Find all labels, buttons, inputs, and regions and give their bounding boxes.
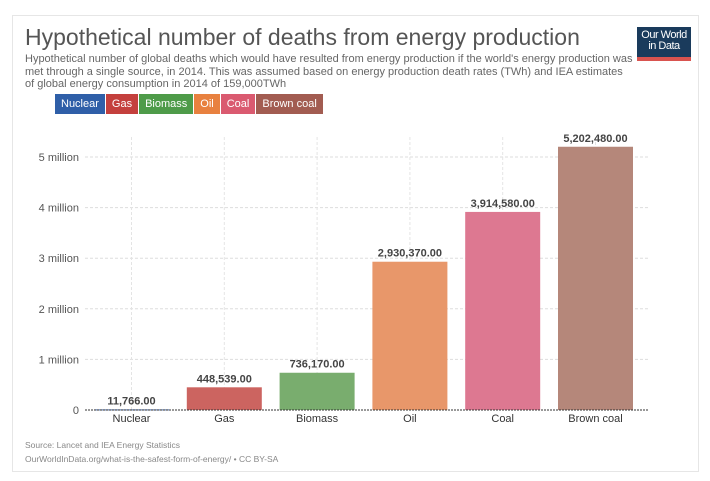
legend: Nuclear Gas Biomass Oil Coal Brown coal [55,94,323,114]
data-label: 448,539.00 [197,373,252,385]
legend-item-biomass[interactable]: Biomass [139,94,194,114]
legend-item-gas[interactable]: Gas [105,94,139,114]
bar-oil [372,261,448,410]
x-tick-label: Brown coal [568,413,622,425]
owid-logo[interactable]: Our World in Data [637,27,691,61]
data-label: 5,202,480.00 [563,133,627,145]
y-tick-label: 5 million [39,152,79,164]
x-tick-label: Biomass [296,413,339,425]
y-tick-label: 2 million [39,304,79,316]
y-tick-label: 0 [73,405,79,417]
source-url[interactable]: OurWorldInData.org/what-is-the-safest-fo… [25,454,279,464]
x-tick-label: Gas [214,413,235,425]
y-tick-label: 1 million [39,354,79,366]
chart-title: Hypothetical number of deaths from energ… [25,24,580,50]
x-tick-label: Oil [403,413,416,425]
bar-coal [465,211,541,410]
data-label: 3,914,580.00 [471,198,535,210]
legend-item-brown-coal[interactable]: Brown coal [256,94,323,114]
data-label: 2,930,370.00 [378,248,442,260]
chart-subtitle: Hypothetical number of global deaths whi… [25,53,633,90]
bar-biomass [279,372,355,410]
x-tick-label: Nuclear [113,413,151,425]
legend-item-coal[interactable]: Coal [220,94,256,114]
legend-item-nuclear[interactable]: Nuclear [55,94,105,114]
legend-item-oil[interactable]: Oil [194,94,220,114]
y-tick-label: 4 million [39,203,79,215]
y-tick-label: 3 million [39,253,79,265]
source-note: Source: Lancet and IEA Energy Statistics [25,440,180,450]
data-label: 11,766.00 [107,395,155,407]
data-label: 736,170.00 [290,359,345,371]
bar-gas [186,387,262,410]
bar-brown-coal [558,146,633,410]
x-tick-label: Coal [491,413,514,425]
